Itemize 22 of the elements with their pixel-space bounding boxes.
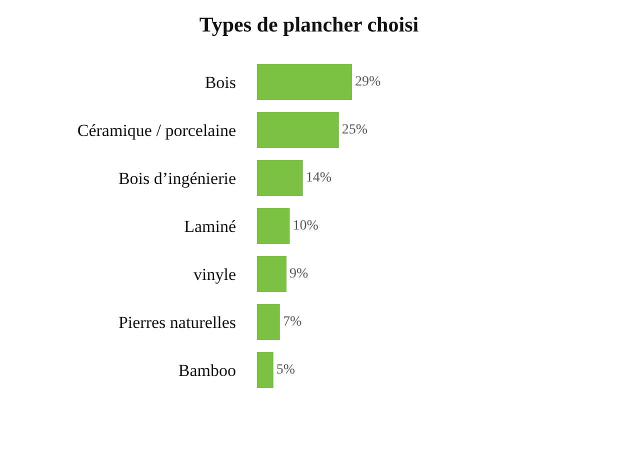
bar [257,256,286,292]
chart-title: Types de plancher choisi [199,12,419,36]
y-tick-label: Céramique / porcelaine [77,120,236,140]
bar [257,208,290,244]
y-tick-label: Bamboo [178,360,236,380]
data-label: 10% [292,218,319,234]
y-tick-label: Bois d’ingénierie [118,168,236,188]
data-label: 7% [282,314,302,330]
data-label: 5% [276,362,296,378]
data-label: 29% [355,74,381,90]
y-tick-label: vinyle [194,264,236,284]
y-tick-label: Pierres naturelles [118,312,236,332]
data-label: 9% [289,266,308,282]
bar [257,112,339,148]
data-label: 14% [306,170,332,186]
y-tick-label: Laminé [184,216,236,236]
bar [257,64,352,100]
bar [257,160,303,196]
data-label: 25% [342,122,368,138]
y-tick-label: Bois [204,72,236,92]
bar [257,352,274,388]
bar [257,304,280,340]
